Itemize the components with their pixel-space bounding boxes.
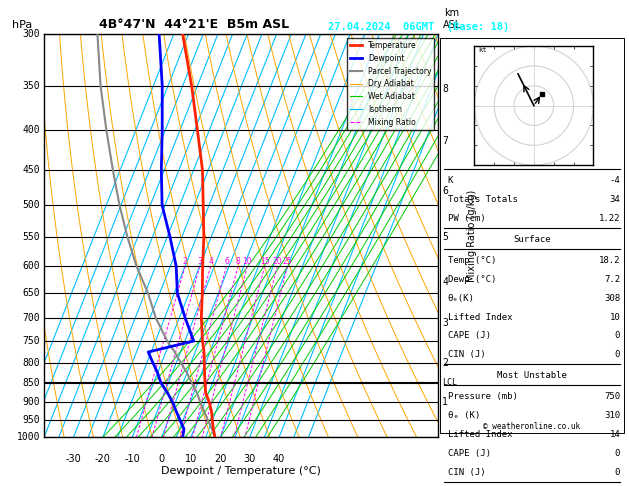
Text: 7.2: 7.2 xyxy=(604,275,620,284)
Text: 3: 3 xyxy=(442,318,448,328)
Text: -10: -10 xyxy=(125,453,140,464)
Text: 0: 0 xyxy=(615,468,620,477)
Title: 4B°47'N  44°21'E  B5m ASL: 4B°47'N 44°21'E B5m ASL xyxy=(99,18,289,32)
Text: Dewpoint / Temperature (°C): Dewpoint / Temperature (°C) xyxy=(161,466,321,476)
Text: 650: 650 xyxy=(23,288,40,298)
Text: 310: 310 xyxy=(604,411,620,420)
Text: 300: 300 xyxy=(23,29,40,39)
Text: CAPE (J): CAPE (J) xyxy=(448,449,491,458)
Text: 6: 6 xyxy=(442,186,448,196)
Text: 30: 30 xyxy=(243,453,256,464)
Text: 350: 350 xyxy=(23,81,40,91)
Text: 0: 0 xyxy=(159,453,165,464)
Text: 6: 6 xyxy=(224,257,229,266)
Text: CIN (J): CIN (J) xyxy=(448,350,485,360)
Text: Most Unstable: Most Unstable xyxy=(497,371,567,381)
Text: 10: 10 xyxy=(243,257,252,266)
Text: 10: 10 xyxy=(185,453,197,464)
Text: LCL: LCL xyxy=(442,378,457,387)
Text: 25: 25 xyxy=(282,257,292,266)
Text: -20: -20 xyxy=(95,453,111,464)
Text: 750: 750 xyxy=(604,392,620,401)
Text: 950: 950 xyxy=(23,415,40,425)
Text: 1000: 1000 xyxy=(16,433,40,442)
Text: 0: 0 xyxy=(615,350,620,360)
Text: 2: 2 xyxy=(183,257,187,266)
Text: 18.2: 18.2 xyxy=(599,256,620,265)
Text: Mixing Ratio (g/kg): Mixing Ratio (g/kg) xyxy=(467,190,477,282)
Text: 1.22: 1.22 xyxy=(599,214,620,223)
Text: 20: 20 xyxy=(272,257,282,266)
Text: 1: 1 xyxy=(442,397,448,407)
Text: Lifted Index: Lifted Index xyxy=(448,312,512,322)
Text: θₑ(K): θₑ(K) xyxy=(448,294,474,303)
Text: 800: 800 xyxy=(23,358,40,367)
Text: 450: 450 xyxy=(23,165,40,175)
Text: 850: 850 xyxy=(23,378,40,388)
Text: 3: 3 xyxy=(198,257,203,266)
Text: -30: -30 xyxy=(65,453,81,464)
Text: km
ASL: km ASL xyxy=(443,8,461,30)
Text: 8: 8 xyxy=(236,257,240,266)
Text: CAPE (J): CAPE (J) xyxy=(448,331,491,341)
Text: 15: 15 xyxy=(260,257,269,266)
Text: 8: 8 xyxy=(442,84,448,93)
Text: 10: 10 xyxy=(610,312,620,322)
Text: PW (cm): PW (cm) xyxy=(448,214,485,223)
Text: 5: 5 xyxy=(442,232,448,242)
Text: 40: 40 xyxy=(273,453,285,464)
Text: 0: 0 xyxy=(615,449,620,458)
Legend: Temperature, Dewpoint, Parcel Trajectory, Dry Adiabat, Wet Adiabat, Isotherm, Mi: Temperature, Dewpoint, Parcel Trajectory… xyxy=(347,38,435,130)
Text: 27.04.2024  06GMT  (Base: 18): 27.04.2024 06GMT (Base: 18) xyxy=(328,22,509,32)
Text: CIN (J): CIN (J) xyxy=(448,468,485,477)
Text: 7: 7 xyxy=(442,136,448,146)
Text: 550: 550 xyxy=(23,232,40,242)
Text: -4: -4 xyxy=(610,176,620,185)
Text: Totals Totals: Totals Totals xyxy=(448,195,518,204)
Text: 34: 34 xyxy=(610,195,620,204)
Text: 0: 0 xyxy=(615,331,620,341)
Text: Temp (°C): Temp (°C) xyxy=(448,256,496,265)
Text: 600: 600 xyxy=(23,261,40,271)
Text: 700: 700 xyxy=(23,313,40,323)
Text: Pressure (mb): Pressure (mb) xyxy=(448,392,518,401)
Text: Dewp (°C): Dewp (°C) xyxy=(448,275,496,284)
Text: Surface: Surface xyxy=(513,235,551,244)
Text: 900: 900 xyxy=(23,397,40,407)
Text: © weatheronline.co.uk: © weatheronline.co.uk xyxy=(484,422,581,432)
Text: K: K xyxy=(448,176,453,185)
Text: 20: 20 xyxy=(214,453,226,464)
Text: 500: 500 xyxy=(23,200,40,210)
Text: Lifted Index: Lifted Index xyxy=(448,430,512,439)
Text: 4: 4 xyxy=(442,277,448,287)
Text: hPa: hPa xyxy=(12,20,33,30)
Text: 400: 400 xyxy=(23,125,40,136)
Text: θₑ (K): θₑ (K) xyxy=(448,411,480,420)
Text: 750: 750 xyxy=(23,336,40,346)
Text: 308: 308 xyxy=(604,294,620,303)
Text: 2: 2 xyxy=(442,359,448,368)
Text: 14: 14 xyxy=(610,430,620,439)
Text: 4: 4 xyxy=(208,257,213,266)
